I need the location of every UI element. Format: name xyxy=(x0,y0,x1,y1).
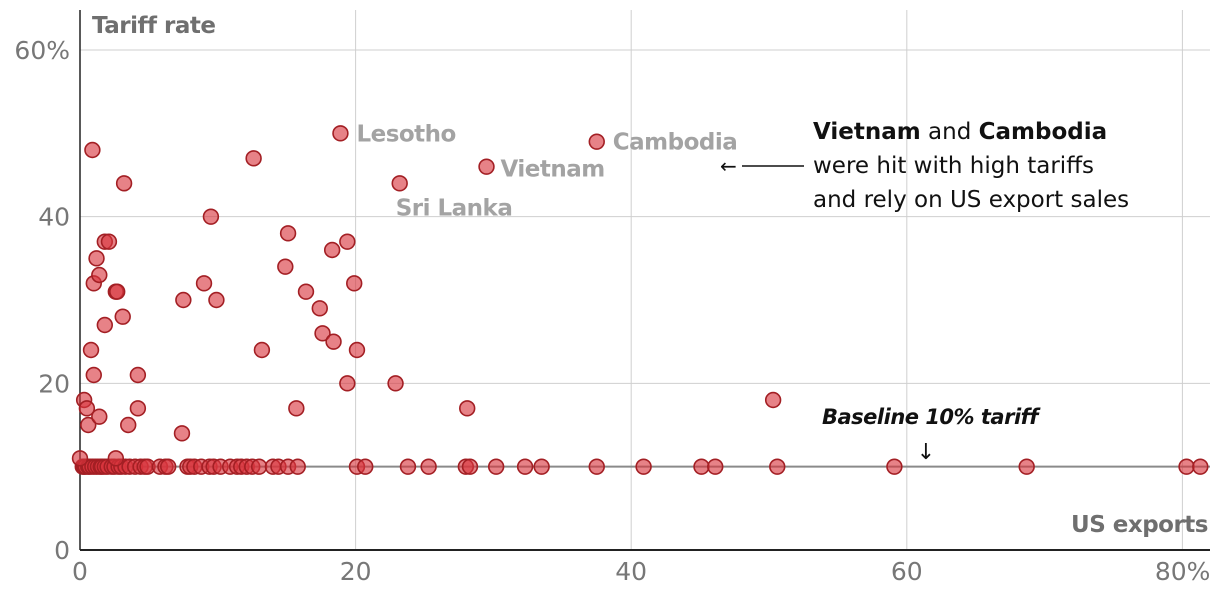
x-axis-title: US exports xyxy=(1071,512,1208,538)
data-point xyxy=(487,458,505,475)
x-tick-label: 60 xyxy=(891,557,923,586)
data-point xyxy=(107,450,125,467)
data-point xyxy=(707,458,724,475)
data-point xyxy=(1178,458,1195,475)
data-point xyxy=(96,316,114,334)
data-point xyxy=(250,458,268,475)
data-point xyxy=(114,308,131,325)
data-point xyxy=(78,400,96,417)
data-point xyxy=(461,458,479,475)
data-point xyxy=(391,175,408,192)
y-tick-label: 40 xyxy=(38,203,70,232)
y-tick-label: 20 xyxy=(38,369,70,398)
annotation: Vietnam and Cambodia were hit with high t… xyxy=(720,119,1129,213)
data-point xyxy=(478,158,495,175)
x-tick-label: 40 xyxy=(615,557,647,586)
data-point xyxy=(332,125,349,142)
data-point xyxy=(420,458,437,475)
y-tick-label: 60% xyxy=(14,36,70,65)
annotation-line: Vietnam and Cambodia xyxy=(813,119,1107,145)
data-point xyxy=(82,341,100,359)
data-point xyxy=(159,458,177,475)
data-point xyxy=(769,458,786,475)
data-point xyxy=(208,291,225,309)
data-point xyxy=(195,275,213,292)
data-point xyxy=(323,241,341,259)
data-point xyxy=(387,375,404,392)
data-point xyxy=(85,366,102,384)
data-point xyxy=(277,258,294,275)
data-point xyxy=(202,208,220,225)
data-point xyxy=(71,450,89,467)
data-point xyxy=(1018,458,1035,475)
data-point xyxy=(297,283,315,300)
y-axis-title: Tariff rate xyxy=(92,13,215,39)
country-label: Cambodia xyxy=(613,130,738,156)
data-point xyxy=(91,266,108,284)
data-point xyxy=(109,283,126,300)
data-point xyxy=(279,225,297,242)
data-point xyxy=(253,341,271,359)
data-point xyxy=(115,175,133,192)
annotation-line: and rely on US export sales xyxy=(813,187,1129,213)
country-label: Sri Lanka xyxy=(396,195,513,221)
data-point xyxy=(516,458,534,475)
data-point xyxy=(288,400,305,417)
data-point xyxy=(84,141,101,159)
data-point xyxy=(588,133,605,150)
grid-lines xyxy=(80,10,1210,550)
country-label: Vietnam xyxy=(501,157,605,183)
baseline-label: Baseline 10% tariff xyxy=(822,405,1041,429)
data-point xyxy=(129,366,147,384)
baseline-annotation: Baseline 10% tariff ↓ xyxy=(822,405,1042,465)
baseline-arrow: ↓ xyxy=(917,440,935,465)
data-point xyxy=(289,458,306,475)
data-point xyxy=(886,458,903,475)
data-point xyxy=(764,391,782,409)
data-point xyxy=(91,408,108,425)
data-point xyxy=(325,333,342,350)
data-point xyxy=(88,250,105,267)
data-point xyxy=(80,416,97,434)
data-point xyxy=(459,400,476,417)
data-point xyxy=(588,458,605,475)
x-tick-label: 80% xyxy=(1155,557,1211,586)
data-point xyxy=(1192,458,1209,475)
tick-labels: 0 20 40 60% 0 20 40 60 80% xyxy=(14,36,1210,586)
data-points xyxy=(71,125,1209,475)
x-tick-label: 20 xyxy=(340,557,372,586)
data-point xyxy=(635,458,652,475)
x-tick-label: 0 xyxy=(72,557,88,586)
data-point xyxy=(314,325,331,342)
data-point xyxy=(120,416,137,434)
data-point xyxy=(173,425,191,442)
data-point xyxy=(245,150,262,167)
data-point xyxy=(100,233,118,250)
data-point xyxy=(357,458,374,475)
data-point xyxy=(311,300,328,317)
data-point xyxy=(399,458,417,475)
y-tick-label: 0 xyxy=(54,536,70,565)
data-point xyxy=(346,275,363,292)
country-label: Lesotho xyxy=(356,121,455,147)
data-point xyxy=(693,458,710,475)
data-point xyxy=(339,233,356,250)
data-point xyxy=(348,341,366,359)
annotation-arrow: ← xyxy=(720,154,737,178)
data-point xyxy=(129,400,147,417)
data-point xyxy=(533,458,550,475)
data-point xyxy=(339,375,356,392)
country-labels: Lesotho Cambodia Vietnam Sri Lanka xyxy=(356,121,737,221)
annotation-line: were hit with high tariffs xyxy=(813,153,1094,179)
data-point xyxy=(175,291,192,309)
